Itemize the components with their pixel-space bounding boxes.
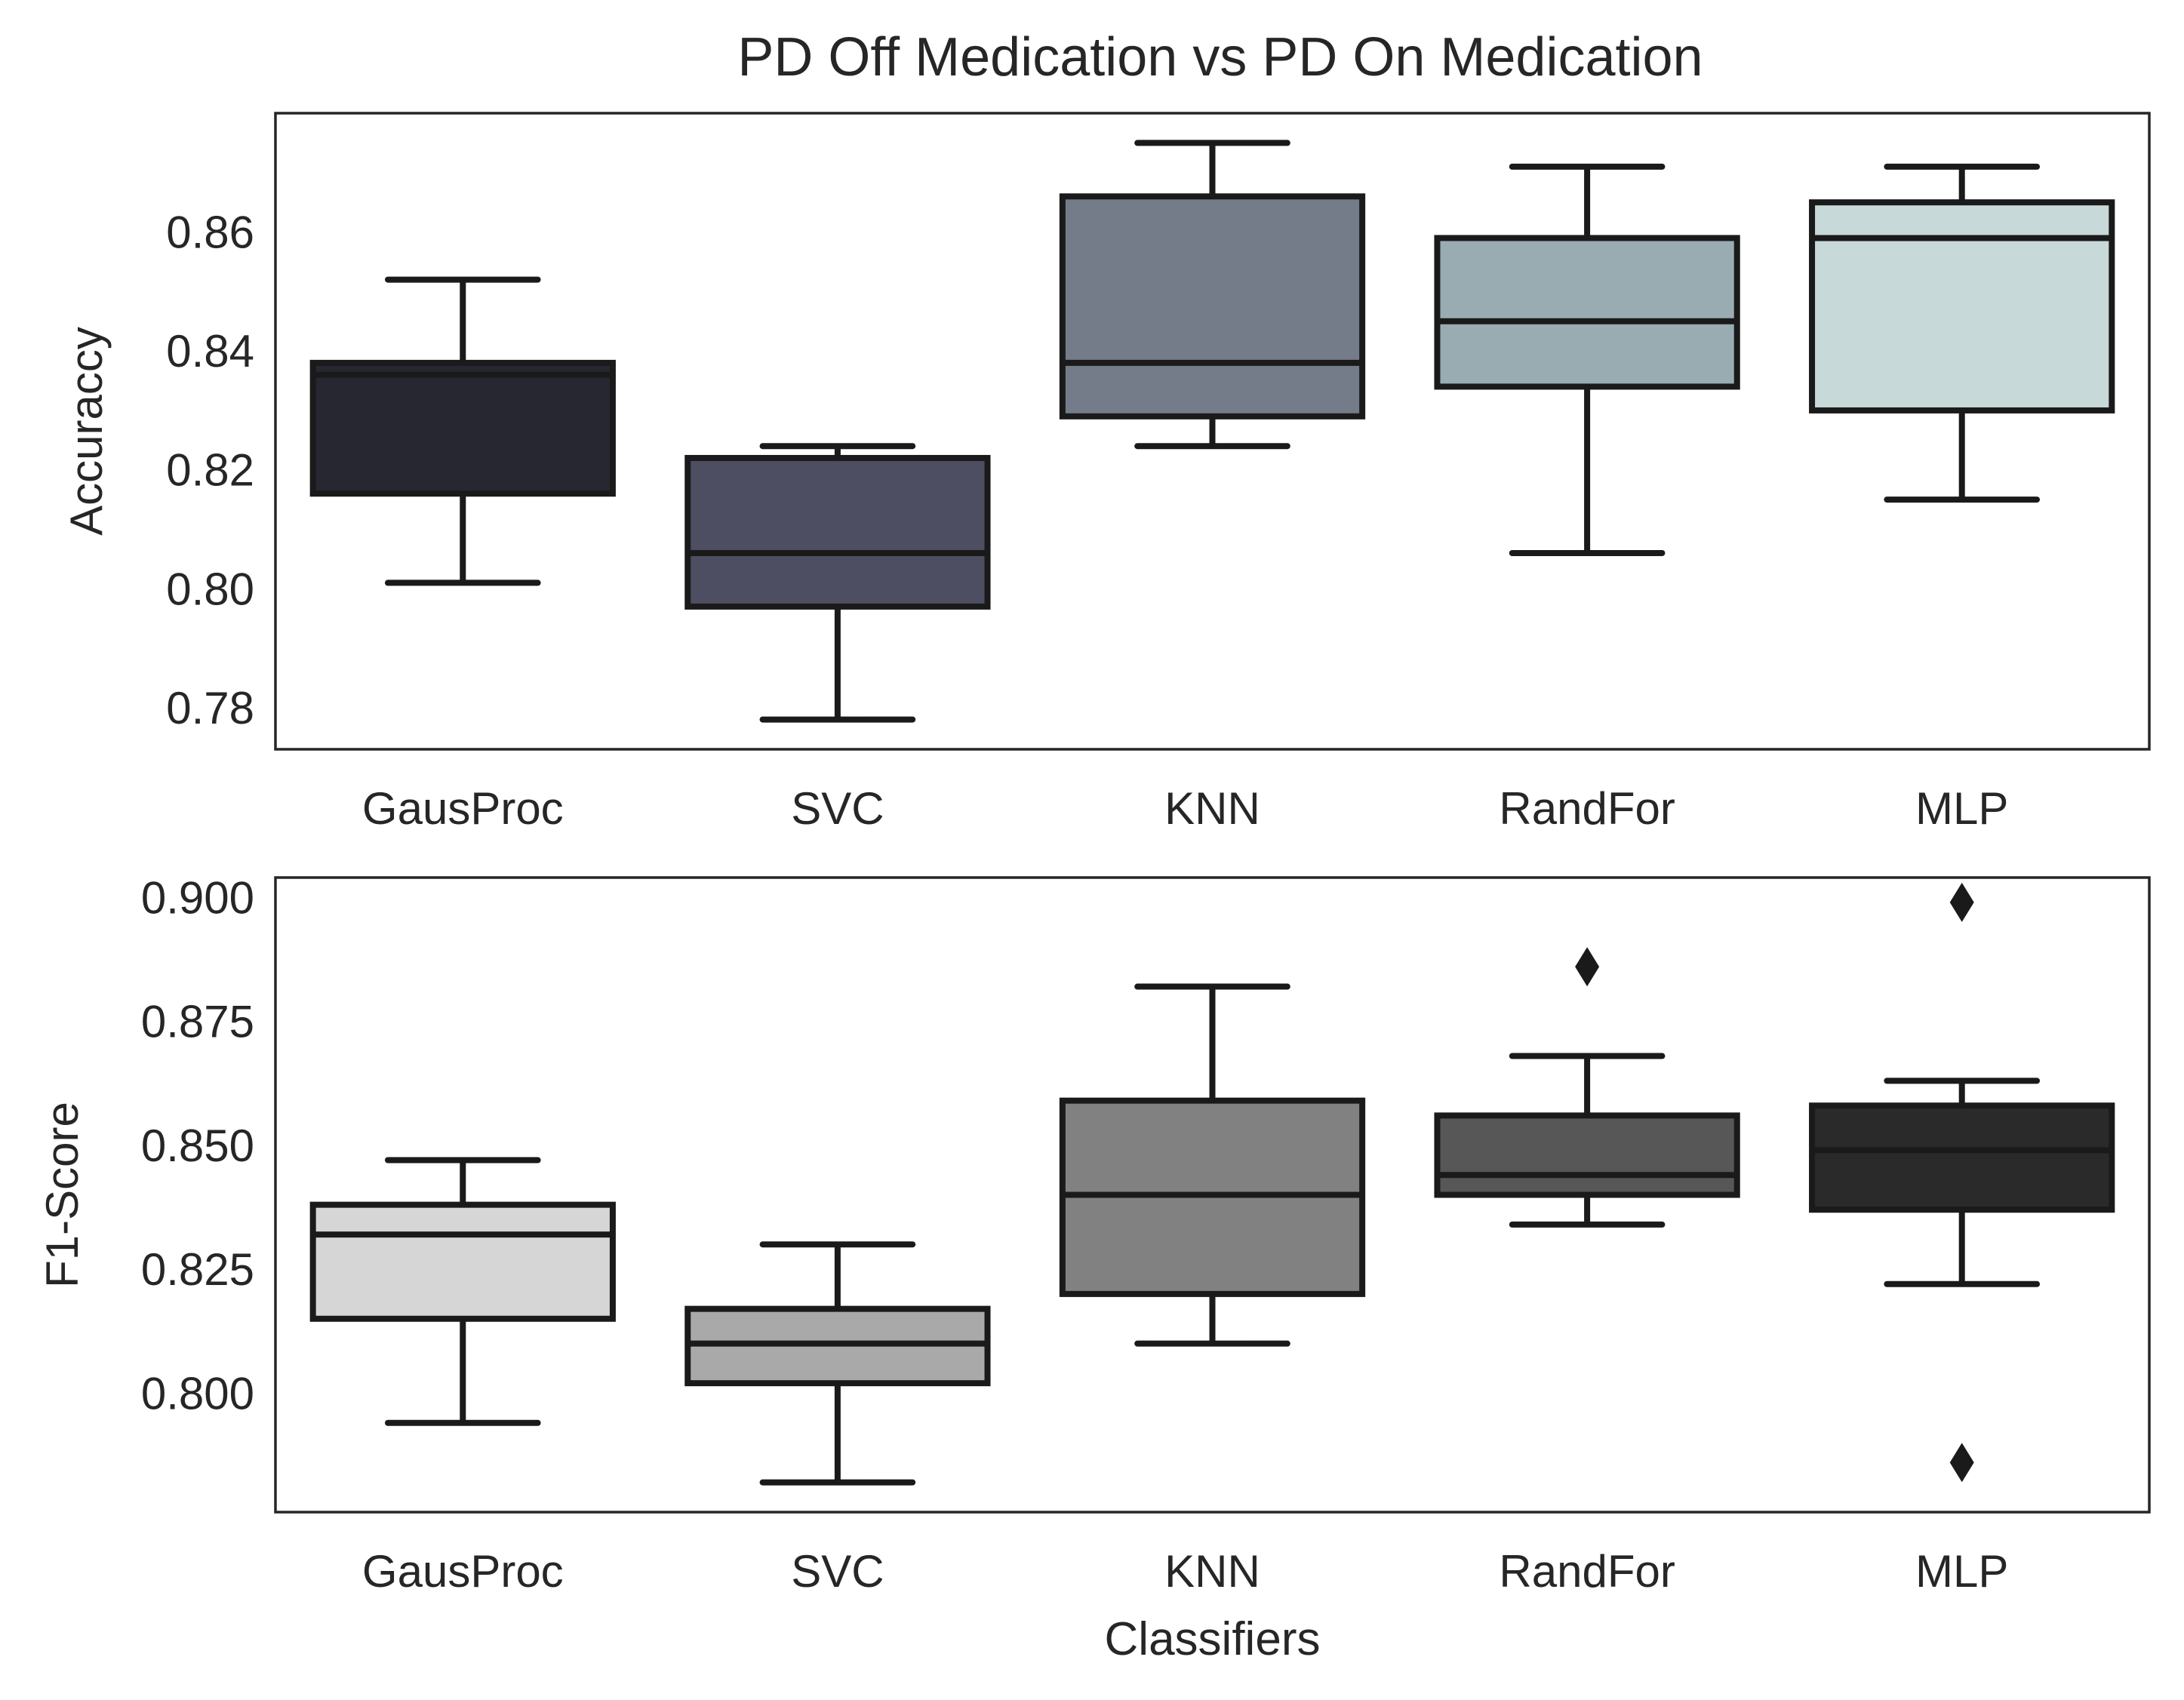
box-knn bbox=[1059, 983, 1366, 1347]
x-tick-label: MLP bbox=[1915, 783, 2008, 834]
box-randfor bbox=[1434, 163, 1740, 557]
box-iqr bbox=[1809, 1102, 2115, 1213]
box-randfor bbox=[1434, 947, 1740, 1228]
y-tick-label: 0.825 bbox=[141, 1244, 254, 1295]
y-axis-label: F1-Score bbox=[37, 1102, 88, 1288]
box-svc bbox=[684, 1241, 991, 1486]
box-iqr bbox=[309, 1201, 616, 1322]
y-tick-label: 0.84 bbox=[166, 326, 254, 377]
accuracy-panel: 0.78 0.80 0.82 0.84 0.86 Accuraccy GausProc SVC… bbox=[61, 112, 2151, 834]
y-tick-label: 0.78 bbox=[166, 683, 254, 733]
chart-title: PD Off Medication vs PD On Medication bbox=[737, 27, 1703, 88]
x-tick-label: RandFor bbox=[1499, 783, 1675, 834]
box-gausproc bbox=[309, 276, 616, 586]
outlier-marker bbox=[1949, 1443, 1974, 1483]
box-iqr bbox=[309, 359, 616, 497]
box-iqr bbox=[1059, 193, 1366, 420]
y-tick-label: 0.80 bbox=[166, 564, 254, 614]
x-tick-label: SVC bbox=[791, 1546, 884, 1597]
y-tick-label: 0.82 bbox=[166, 445, 254, 496]
y-tick-label: 0.86 bbox=[166, 208, 254, 258]
box-iqr bbox=[1809, 199, 2115, 413]
y-tick-label: 0.900 bbox=[141, 872, 254, 923]
box-iqr bbox=[1434, 235, 1740, 390]
x-tick-label: KNN bbox=[1164, 783, 1260, 834]
x-tick-label: RandFor bbox=[1499, 1546, 1675, 1597]
x-axis-label: Classifiers bbox=[1105, 1613, 1321, 1665]
f1-score-panel: 0.800 0.825 0.850 0.875 0.900 F1-Score GausPro… bbox=[37, 872, 2151, 1665]
box-knn bbox=[1059, 140, 1366, 450]
x-tick-label: GausProc bbox=[362, 1546, 564, 1597]
plot-area-frame bbox=[274, 876, 2151, 1514]
x-tick-label: SVC bbox=[791, 783, 884, 834]
y-tick-label: 0.800 bbox=[141, 1368, 254, 1419]
plot-area-frame bbox=[274, 112, 2151, 751]
box-iqr bbox=[684, 454, 991, 610]
outlier-marker bbox=[1949, 882, 1974, 922]
x-tick-label: MLP bbox=[1915, 1546, 2008, 1597]
box-svc bbox=[684, 443, 991, 723]
box-mlp bbox=[1809, 882, 2115, 1483]
y-axis-label: Accuraccy bbox=[61, 327, 112, 536]
x-tick-label: GausProc bbox=[362, 783, 564, 834]
box-mlp bbox=[1809, 163, 2115, 503]
outlier-marker bbox=[1575, 947, 1600, 987]
box-iqr bbox=[1434, 1112, 1740, 1198]
y-tick-label: 0.850 bbox=[141, 1121, 254, 1171]
box-gausproc bbox=[309, 1157, 616, 1426]
x-tick-label: KNN bbox=[1164, 1546, 1260, 1597]
y-tick-label: 0.875 bbox=[141, 997, 254, 1047]
